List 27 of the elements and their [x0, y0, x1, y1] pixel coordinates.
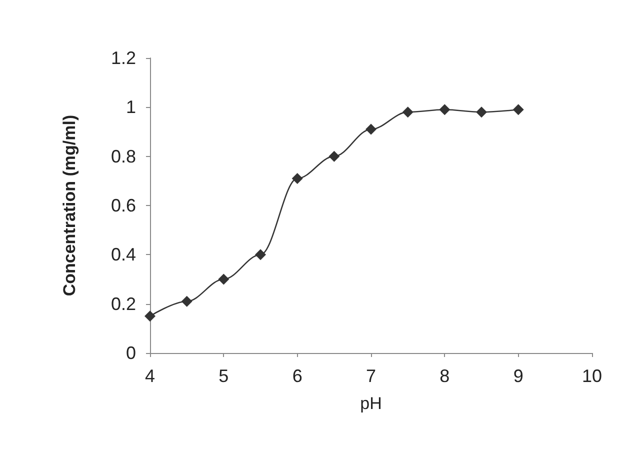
point [402, 106, 414, 118]
point [218, 274, 230, 285]
point [328, 150, 340, 162]
x-tick-label: 7 [366, 366, 376, 386]
y-tick-label: 0.2 [110, 294, 136, 314]
y-tick-label: 1 [126, 97, 136, 118]
y-tick-label: 0.4 [110, 244, 136, 265]
x-tick-label: 8 [440, 366, 450, 386]
y-tick-label: 0.8 [110, 146, 136, 166]
y-tick-label: 0 [126, 343, 136, 363]
x-tick-label: 10 [582, 366, 602, 386]
x-tick-label: 9 [513, 366, 524, 386]
point [181, 296, 192, 307]
y-tick-label: 1.2 [110, 48, 136, 68]
x-tick-label: 6 [292, 366, 302, 386]
x-axis-title: pH [360, 394, 382, 413]
point [292, 172, 303, 184]
y-tick-label: 0.6 [110, 196, 136, 216]
x-tick-label: 5 [218, 366, 229, 386]
y-axis-title: Concentration (mg/ml) [60, 114, 79, 296]
point [439, 104, 450, 116]
point [144, 310, 156, 322]
point [366, 124, 376, 135]
point [255, 249, 266, 260]
point [476, 106, 487, 118]
x-tick-label: 4 [144, 366, 156, 386]
point [512, 104, 524, 116]
